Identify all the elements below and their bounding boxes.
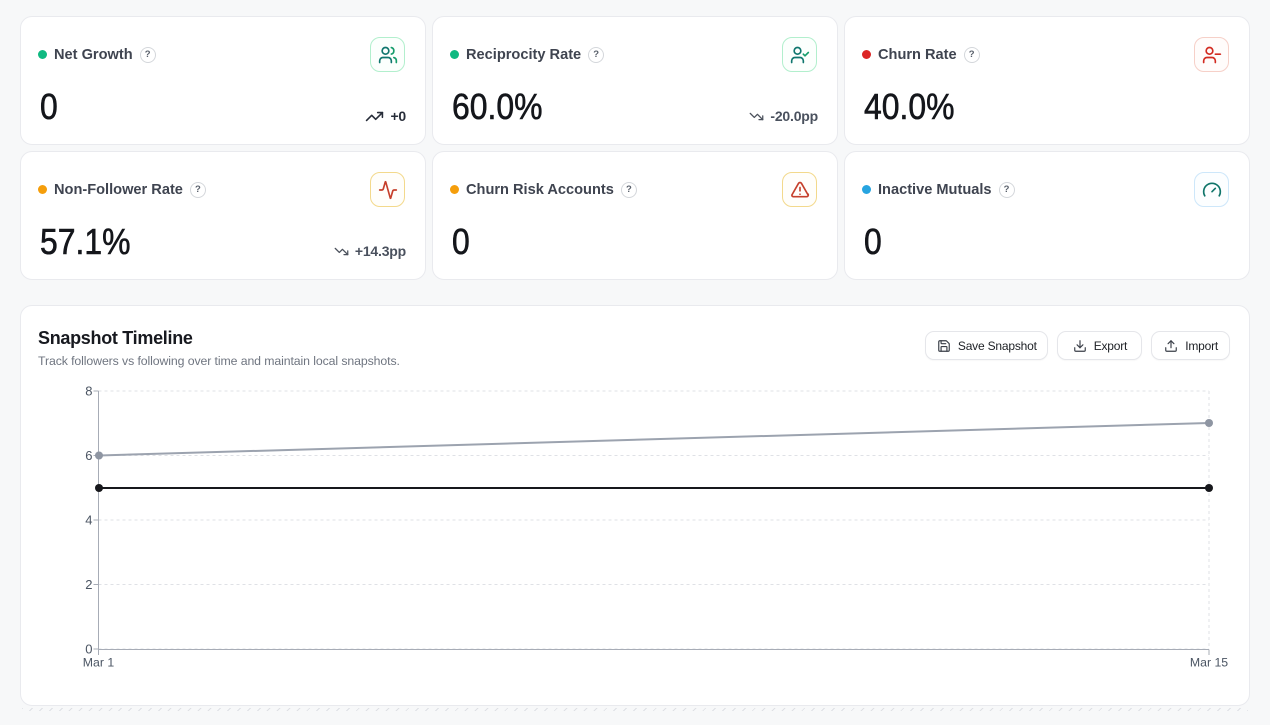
svg-text:6: 6 (85, 448, 92, 463)
svg-text:Mar 1: Mar 1 (83, 656, 115, 670)
svg-text:8: 8 (85, 384, 92, 399)
svg-text:0: 0 (85, 642, 92, 657)
svg-text:Mar 15: Mar 15 (1190, 656, 1228, 670)
svg-text:2: 2 (85, 577, 92, 592)
svg-text:4: 4 (85, 513, 92, 528)
